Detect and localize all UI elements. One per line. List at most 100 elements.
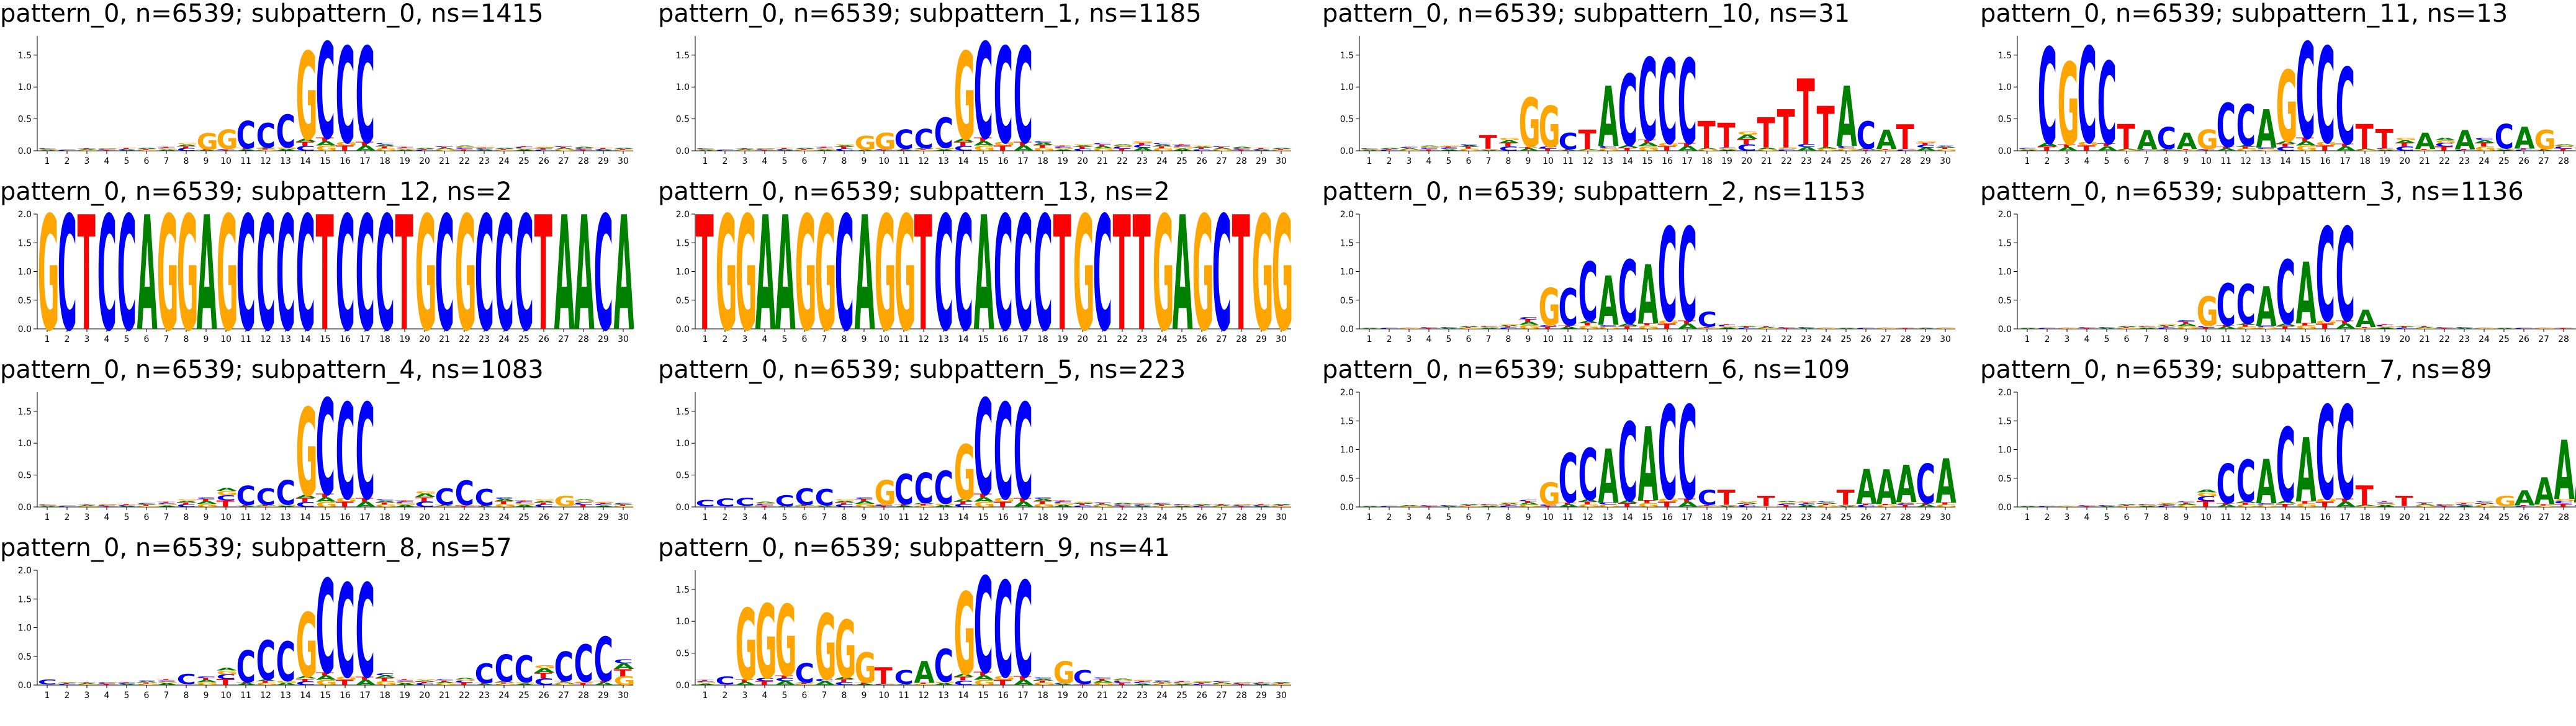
- logo-letter-A: A: [716, 149, 737, 150]
- logo-letter-G: G: [157, 207, 179, 366]
- logo-letter-A: A: [1797, 328, 1818, 329]
- logo-letter-G: G: [78, 684, 99, 685]
- logo-letter-G: G: [1896, 501, 1918, 503]
- logo-letter-A: A: [1737, 326, 1759, 327]
- x-tick-label: 24: [2479, 334, 2490, 344]
- logo-letter-C: C: [914, 465, 934, 513]
- x-tick-label: 17: [2340, 334, 2351, 344]
- logo-letter-G: G: [137, 150, 159, 151]
- x-tick-label: 26: [1196, 156, 1207, 166]
- logo-letter-C: C: [875, 684, 894, 686]
- x-tick-label: 29: [1920, 334, 1931, 344]
- x-tick-label: 5: [1446, 513, 1452, 522]
- logo-letter-A: A: [2475, 140, 2496, 144]
- x-tick-label: 5: [124, 691, 130, 701]
- logo-letter-G: G: [296, 29, 318, 168]
- logo-letter-A: A: [2336, 501, 2357, 509]
- x-tick-label: 8: [184, 156, 189, 166]
- logo-letter-T: T: [1113, 683, 1132, 686]
- logo-letter-T: T: [894, 149, 913, 150]
- logo-letter-A: A: [2276, 140, 2297, 144]
- logo-letter-A: A: [2117, 504, 2138, 506]
- logo-letter-A: A: [1598, 262, 1619, 341]
- x-tick-label: 19: [2379, 334, 2390, 344]
- logo-letter-G: G: [2435, 140, 2457, 144]
- logo-letter-T: T: [1153, 146, 1171, 149]
- x-tick-label: 24: [2479, 156, 2490, 166]
- logo-letter-G: G: [1272, 207, 1294, 366]
- logo-letter-G: G: [1252, 207, 1274, 366]
- logo-letter-G: G: [515, 148, 536, 150]
- x-tick-label: 7: [164, 334, 169, 344]
- logo-letter-A: A: [1133, 505, 1154, 507]
- logo-letter-A: A: [78, 149, 99, 150]
- logo-letter-A: A: [1232, 682, 1253, 683]
- logo-letter-C: C: [1618, 242, 1637, 344]
- logo-letter-T: T: [1212, 504, 1231, 505]
- logo-letter-T: T: [1698, 327, 1716, 328]
- logo-letter-T: T: [2534, 504, 2553, 506]
- logo-letter-G: G: [716, 207, 737, 366]
- logo-letter-C: C: [197, 676, 216, 679]
- logo-letter-A: A: [296, 495, 317, 500]
- x-tick-label: 23: [479, 156, 490, 166]
- logo-letter-C: C: [376, 673, 395, 676]
- logo-letter-G: G: [1420, 327, 1441, 328]
- logo-letter-C: C: [217, 494, 236, 503]
- logo-letter-C: C: [38, 148, 57, 149]
- x-tick-label: 18: [2359, 513, 2371, 522]
- logo-letter-C: C: [696, 498, 715, 508]
- x-tick-label: 1: [2025, 513, 2030, 522]
- x-tick-label: 20: [1077, 334, 1088, 344]
- logo-letter-C: C: [1578, 246, 1598, 340]
- logo-letter-A: A: [2097, 328, 2119, 329]
- x-tick-label: 5: [124, 156, 130, 166]
- logo-letter-T: T: [78, 148, 96, 149]
- logo-letter-T: T: [376, 502, 394, 505]
- y-tick-label: 1.5: [1998, 416, 2012, 426]
- logo-letter-C: C: [1499, 145, 1518, 152]
- logo-letter-A: A: [1014, 501, 1035, 509]
- x-tick-label: 14: [1622, 513, 1633, 522]
- x-tick-label: 14: [958, 691, 969, 701]
- logo-letter-G: G: [2157, 503, 2179, 504]
- logo-letter-T: T: [835, 679, 853, 683]
- x-tick-label: 25: [1176, 691, 1187, 701]
- logo-letter-C: C: [614, 503, 633, 504]
- logo-letter-C: C: [994, 563, 1013, 708]
- logo-letter-C: C: [117, 207, 137, 366]
- logo-letter-A: A: [1598, 70, 1619, 166]
- logo-letter-T: T: [1093, 144, 1112, 146]
- logo-letter-G: G: [1797, 501, 1819, 502]
- logo-letter-C: C: [2217, 91, 2236, 161]
- x-tick-label: 19: [1721, 156, 1732, 166]
- logo-letter-T: T: [755, 150, 774, 151]
- logo-letter-G: G: [736, 589, 757, 703]
- logo-letter-A: A: [316, 674, 336, 681]
- logo-letter-A: A: [1698, 148, 1719, 150]
- x-tick-label: 2: [1387, 334, 1392, 344]
- x-tick-label: 25: [2498, 513, 2510, 522]
- logo-letter-T: T: [1658, 323, 1677, 331]
- x-tick-label: 12: [918, 156, 929, 166]
- x-tick-label: 19: [399, 513, 410, 522]
- logo-letter-G: G: [97, 682, 119, 683]
- x-tick-label: 11: [1562, 513, 1574, 522]
- logo-letter-C: C: [2038, 29, 2057, 175]
- y-tick-label: 1.5: [1340, 51, 1354, 61]
- logo-letter-T: T: [1400, 505, 1418, 506]
- logo-letter-A: A: [2197, 489, 2218, 493]
- logo-letter-G: G: [1400, 506, 1421, 507]
- logo-letter-A: A: [2137, 506, 2158, 508]
- logo-letter-C: C: [2018, 148, 2037, 149]
- logo-letter-A: A: [855, 501, 876, 505]
- y-tick-label: 0.0: [1340, 146, 1354, 156]
- y-tick-label: 0.5: [18, 296, 32, 306]
- logo-letter-G: G: [1499, 502, 1521, 503]
- logo-letter-C: C: [2236, 92, 2256, 158]
- logo-panel: pattern_0, n=6539; subpattern_5, ns=223 0…: [658, 356, 1310, 542]
- x-tick-label: 23: [1801, 156, 1812, 166]
- x-tick-label: 23: [1137, 513, 1148, 522]
- logo-letter-G: G: [2376, 149, 2397, 150]
- logo-letter-A: A: [855, 207, 875, 366]
